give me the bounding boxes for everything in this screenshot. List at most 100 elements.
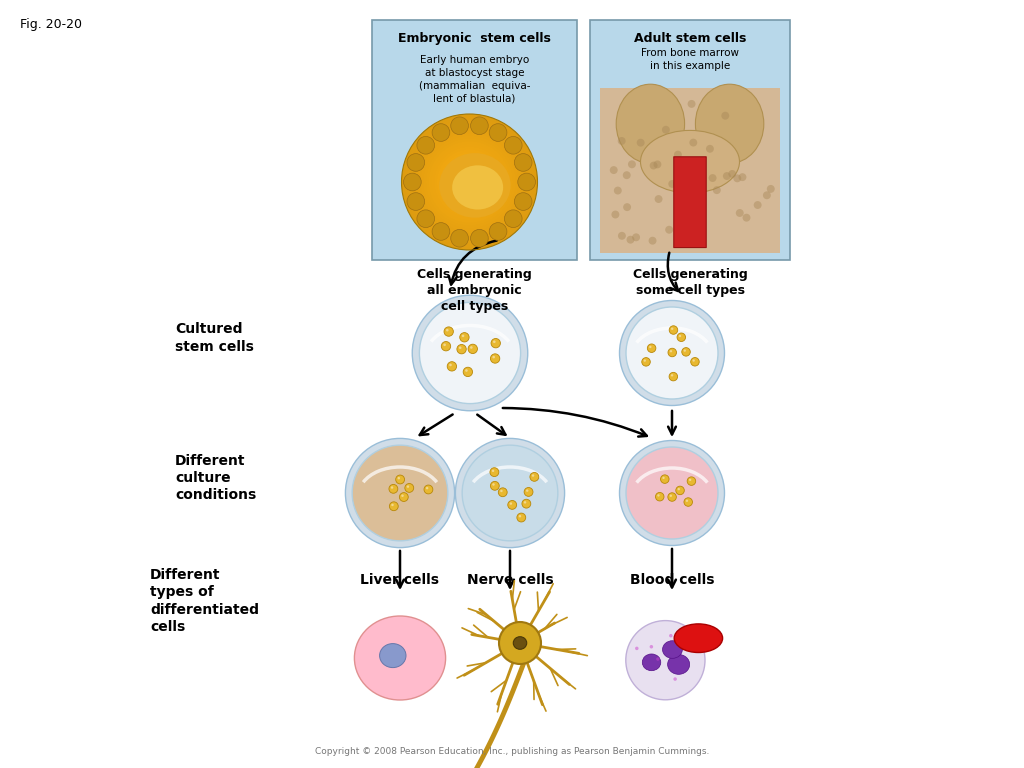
- Circle shape: [467, 179, 472, 185]
- Circle shape: [465, 369, 468, 372]
- Circle shape: [684, 349, 686, 352]
- Text: Different
types of
differentiated
cells: Different types of differentiated cells: [150, 568, 259, 634]
- Circle shape: [463, 367, 472, 376]
- Circle shape: [417, 137, 434, 154]
- Ellipse shape: [668, 654, 689, 674]
- Circle shape: [613, 187, 622, 194]
- Circle shape: [464, 177, 475, 187]
- Circle shape: [687, 100, 695, 108]
- Circle shape: [444, 327, 454, 336]
- Text: Fig. 20-20: Fig. 20-20: [20, 18, 82, 31]
- Circle shape: [660, 475, 669, 483]
- Circle shape: [649, 161, 657, 170]
- Circle shape: [456, 439, 564, 548]
- Circle shape: [426, 487, 428, 489]
- Circle shape: [609, 166, 617, 174]
- Ellipse shape: [354, 616, 445, 700]
- Circle shape: [445, 157, 494, 207]
- Circle shape: [410, 122, 529, 242]
- Circle shape: [691, 358, 699, 366]
- Circle shape: [678, 488, 680, 490]
- Circle shape: [706, 145, 714, 153]
- Circle shape: [510, 502, 512, 505]
- Circle shape: [617, 137, 626, 145]
- Circle shape: [526, 489, 528, 492]
- Circle shape: [505, 137, 522, 154]
- Circle shape: [514, 154, 532, 171]
- Circle shape: [492, 339, 501, 348]
- Circle shape: [677, 333, 685, 342]
- Circle shape: [671, 328, 674, 330]
- Circle shape: [415, 127, 524, 237]
- Circle shape: [668, 493, 676, 502]
- Circle shape: [391, 486, 393, 488]
- Circle shape: [447, 362, 457, 371]
- Circle shape: [490, 354, 500, 363]
- Circle shape: [674, 677, 677, 680]
- Circle shape: [728, 170, 736, 178]
- Circle shape: [431, 144, 508, 220]
- Circle shape: [447, 161, 492, 204]
- Circle shape: [423, 136, 516, 228]
- Circle shape: [426, 138, 513, 226]
- Text: Cultured
stem cells: Cultured stem cells: [175, 323, 254, 353]
- Circle shape: [626, 621, 705, 700]
- Circle shape: [451, 163, 488, 201]
- Circle shape: [709, 174, 717, 182]
- Circle shape: [620, 300, 725, 406]
- Circle shape: [689, 139, 697, 147]
- Circle shape: [648, 237, 656, 245]
- Circle shape: [489, 468, 499, 477]
- Ellipse shape: [620, 340, 725, 358]
- Circle shape: [713, 186, 721, 194]
- Circle shape: [399, 492, 409, 502]
- Circle shape: [637, 139, 645, 147]
- Ellipse shape: [513, 637, 526, 649]
- Circle shape: [489, 124, 507, 141]
- Circle shape: [524, 501, 526, 504]
- Circle shape: [500, 490, 503, 492]
- Circle shape: [623, 171, 631, 179]
- Text: Nerve cells: Nerve cells: [467, 573, 553, 587]
- Circle shape: [669, 372, 678, 381]
- Circle shape: [524, 488, 532, 496]
- Ellipse shape: [413, 339, 527, 358]
- Circle shape: [493, 356, 495, 359]
- Circle shape: [663, 477, 665, 479]
- Circle shape: [754, 201, 762, 209]
- Circle shape: [692, 359, 695, 362]
- Circle shape: [736, 209, 743, 217]
- Circle shape: [649, 346, 651, 348]
- Circle shape: [620, 441, 725, 545]
- Circle shape: [632, 233, 640, 241]
- Circle shape: [518, 173, 536, 190]
- Circle shape: [624, 204, 631, 211]
- Circle shape: [611, 210, 620, 218]
- Circle shape: [437, 149, 502, 214]
- Circle shape: [514, 193, 532, 210]
- Circle shape: [471, 230, 488, 247]
- Circle shape: [493, 340, 496, 343]
- Circle shape: [407, 154, 425, 171]
- Circle shape: [490, 482, 500, 490]
- Circle shape: [687, 477, 695, 485]
- Circle shape: [424, 485, 433, 494]
- Circle shape: [462, 445, 558, 541]
- Circle shape: [442, 155, 497, 209]
- Circle shape: [429, 141, 510, 223]
- Text: Cells generating
all embryonic
cell types: Cells generating all embryonic cell type…: [417, 268, 531, 313]
- Circle shape: [721, 111, 729, 120]
- Circle shape: [670, 326, 678, 334]
- Circle shape: [404, 484, 414, 492]
- Circle shape: [471, 117, 488, 134]
- Circle shape: [654, 195, 663, 203]
- Circle shape: [647, 344, 655, 353]
- Circle shape: [403, 173, 421, 190]
- FancyBboxPatch shape: [674, 157, 707, 247]
- Circle shape: [345, 439, 455, 548]
- Ellipse shape: [640, 131, 739, 193]
- Circle shape: [499, 488, 507, 497]
- Circle shape: [635, 647, 639, 650]
- Circle shape: [642, 358, 650, 366]
- Circle shape: [413, 295, 527, 411]
